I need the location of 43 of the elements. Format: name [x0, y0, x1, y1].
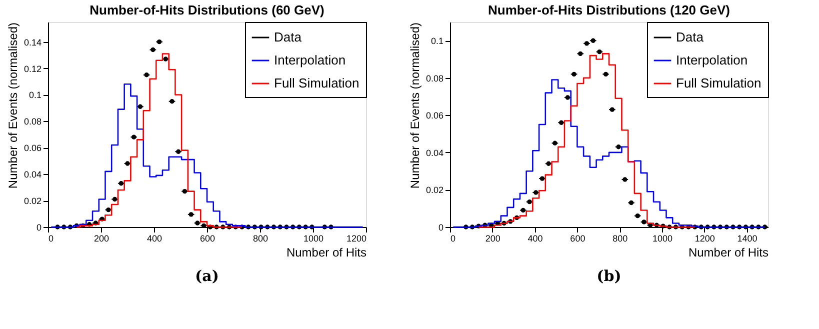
- y-axis-title: Number of Events (normalised): [6, 22, 20, 189]
- x-tick-label: 0: [450, 234, 456, 244]
- chart-title: Number-of-Hits Distributions (60 GeV): [90, 2, 324, 18]
- y-tick-label: 0.02: [24, 196, 42, 206]
- x-tick-label: 200: [94, 234, 110, 244]
- y-tick-label: 0.04: [24, 170, 42, 180]
- y-tick-label: 0.02: [426, 185, 444, 196]
- x-tick-label: 800: [612, 234, 628, 244]
- x-tick-label: 1200: [694, 234, 715, 244]
- x-tick-label: 1000: [303, 234, 324, 244]
- y-tick-label: 0.1: [28, 90, 42, 100]
- x-axis-title: Number of Hits: [688, 246, 768, 260]
- y-tick-label: 0.14: [24, 37, 42, 48]
- legend-label: Data: [676, 30, 704, 44]
- y-tick-label: 0.1: [430, 36, 444, 46]
- chart-title: Number-of-Hits Distributions (120 GeV): [488, 2, 730, 18]
- text: (b): [596, 267, 622, 285]
- x-tick-label: 1400: [737, 234, 758, 244]
- y-tick-label: 0.12: [24, 64, 42, 74]
- x-tick-label: 1000: [652, 234, 673, 244]
- y-tick-label: 0.06: [24, 143, 42, 154]
- legend-label: Full Simulation: [274, 76, 360, 90]
- x-axis-title: Number of Hits: [286, 246, 366, 260]
- legend-label: Interpolation: [274, 52, 346, 68]
- y-tick-label: 0.08: [24, 116, 42, 127]
- y-tick-label: 0.04: [426, 148, 444, 158]
- text: (a): [195, 267, 219, 285]
- y-tick-label: 0: [438, 222, 444, 232]
- x-tick-label: 0: [48, 234, 54, 244]
- x-tick-label: 800: [252, 234, 268, 244]
- x-tick-label: 400: [528, 234, 543, 244]
- x-tick-label: 600: [200, 234, 216, 244]
- legend-label: Interpolation: [676, 52, 748, 68]
- y-axis-title: Number of Events (normalised): [408, 22, 422, 189]
- x-tick-label: 1200: [346, 234, 366, 244]
- x-tick-label: 400: [146, 234, 162, 244]
- y-tick-label: 0.06: [426, 110, 444, 121]
- y-tick-label: 0.08: [426, 73, 444, 84]
- x-tick-label: 600: [570, 234, 586, 244]
- legend-label: Full Simulation: [676, 76, 762, 90]
- y-tick-label: 0: [36, 222, 42, 232]
- legend-label: Data: [274, 30, 302, 44]
- x-tick-label: 200: [485, 234, 500, 244]
